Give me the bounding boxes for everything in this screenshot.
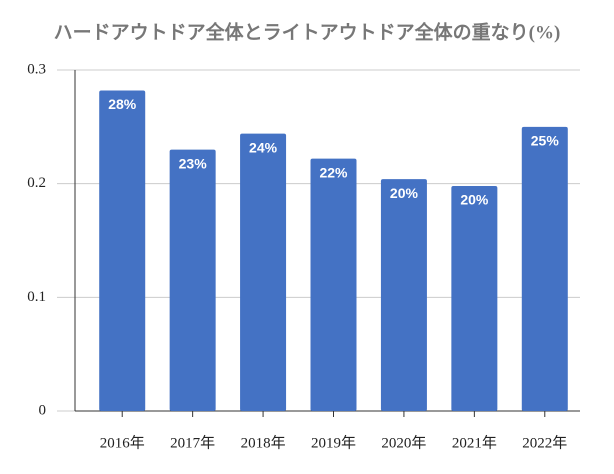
y-tick-label: 0: [39, 402, 47, 418]
bar: [240, 133, 287, 412]
x-tick-label: 2022年: [522, 434, 567, 451]
value-label: 23%: [179, 155, 208, 171]
y-tick-label: 0.1: [27, 289, 46, 305]
x-tick-label: 2021年: [452, 434, 497, 451]
value-label: 25%: [531, 133, 560, 149]
y-tick-label: 0.3: [27, 61, 46, 77]
bar: [169, 149, 216, 412]
x-tick-label: 2019年: [311, 434, 356, 451]
bar: [310, 158, 357, 411]
x-tick-label: 2020年: [381, 434, 426, 451]
value-label: 22%: [319, 164, 348, 180]
bar: [99, 90, 146, 412]
bar: [380, 179, 427, 411]
value-label: 20%: [390, 185, 419, 201]
x-tick-label: 2016年: [100, 434, 145, 451]
value-label: 24%: [249, 139, 278, 155]
bar: [521, 126, 568, 411]
value-label: 28%: [108, 96, 137, 112]
x-tick-label: 2018年: [241, 434, 286, 451]
chart-title: ハードアウトドア全体とライトアウトドア全体の重なり(%): [54, 20, 561, 43]
bar: [451, 185, 498, 411]
y-tick-label: 0.2: [27, 175, 46, 191]
value-label: 20%: [460, 192, 489, 208]
x-tick-label: 2017年: [170, 434, 215, 451]
